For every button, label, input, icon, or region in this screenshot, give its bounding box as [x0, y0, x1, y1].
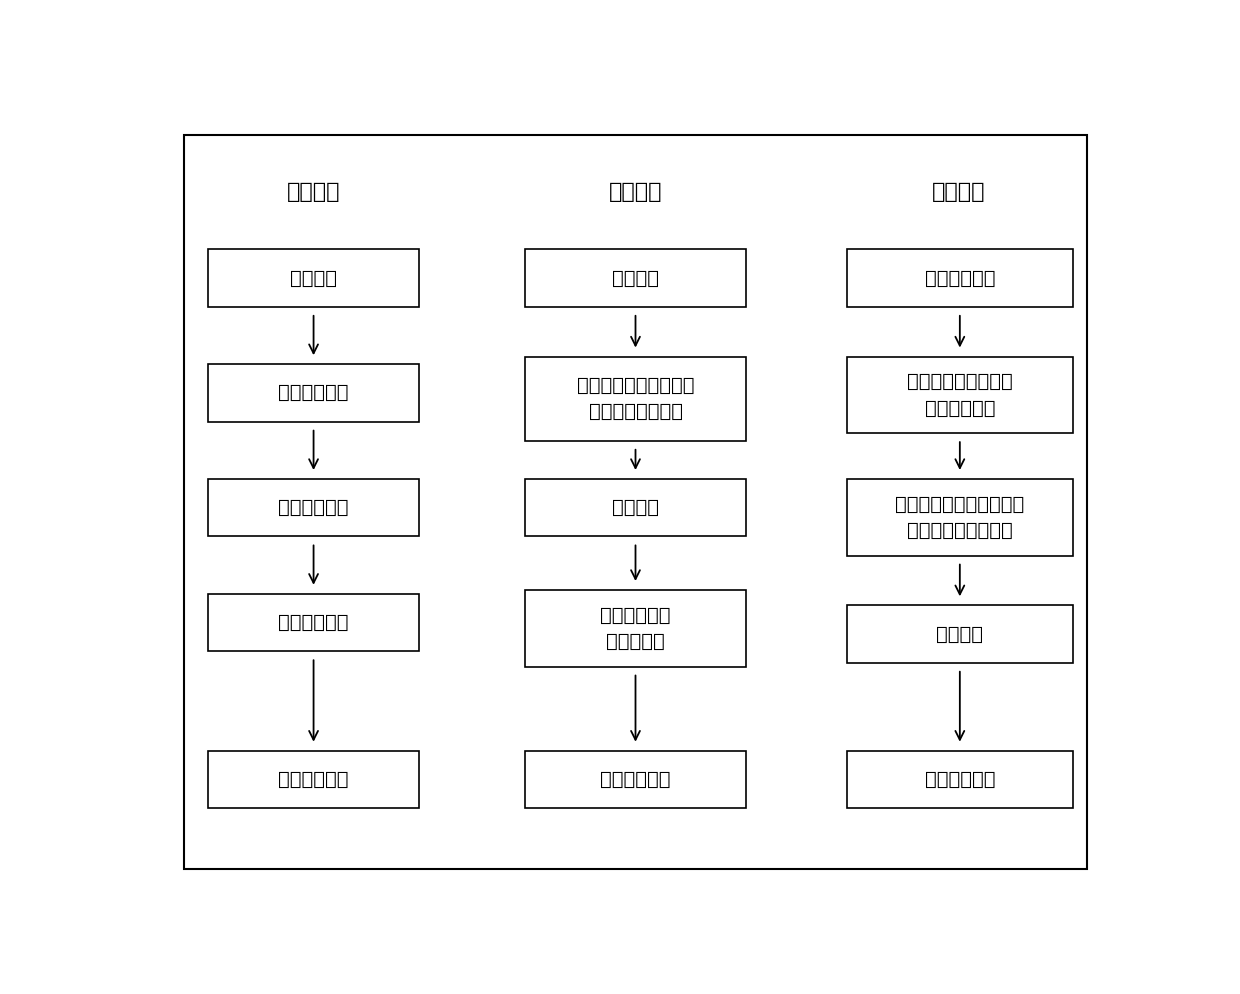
Text: 实验考评: 实验考评: [936, 624, 983, 643]
Text: 监控实验过程: 监控实验过程: [278, 613, 348, 632]
Bar: [847, 357, 1073, 433]
Bar: [208, 750, 419, 808]
Bar: [208, 364, 419, 421]
Bar: [525, 750, 746, 808]
Bar: [208, 479, 419, 537]
Text: 设置访问权限: 设置访问权限: [278, 384, 348, 403]
Text: 发布实验课程资源及
实验教学视频: 发布实验课程资源及 实验教学视频: [906, 372, 1013, 417]
Text: 制作实验模板: 制作实验模板: [925, 268, 994, 287]
Text: 记录实验过程: 记录实验过程: [278, 770, 348, 789]
Text: 实验成绩查询: 实验成绩查询: [600, 770, 671, 789]
Text: 管理实验成绩: 管理实验成绩: [925, 770, 994, 789]
Text: 教师终端: 教师终端: [931, 182, 985, 202]
Bar: [847, 479, 1073, 556]
Text: 查看学生用户实验进展并
进行指导和在线答疑: 查看学生用户实验进展并 进行指导和在线答疑: [895, 495, 1024, 540]
Text: 管理课程信息: 管理课程信息: [278, 498, 348, 517]
Bar: [208, 249, 419, 307]
Bar: [847, 605, 1073, 663]
Bar: [525, 479, 746, 537]
Text: 查看和下载实验课程资
源及实验教学视频: 查看和下载实验课程资 源及实验教学视频: [577, 376, 694, 421]
Bar: [525, 590, 746, 667]
Text: 监督终端: 监督终端: [286, 182, 340, 202]
Text: 在线实验: 在线实验: [613, 498, 658, 517]
Bar: [208, 593, 419, 651]
Text: 与教师用户进
行交流共享: 与教师用户进 行交流共享: [600, 605, 671, 651]
Bar: [847, 750, 1073, 808]
Text: 系统配置: 系统配置: [290, 268, 337, 287]
Bar: [525, 357, 746, 440]
Text: 学生终端: 学生终端: [609, 182, 662, 202]
Bar: [847, 249, 1073, 307]
Bar: [525, 249, 746, 307]
Text: 实验预约: 实验预约: [613, 268, 658, 287]
